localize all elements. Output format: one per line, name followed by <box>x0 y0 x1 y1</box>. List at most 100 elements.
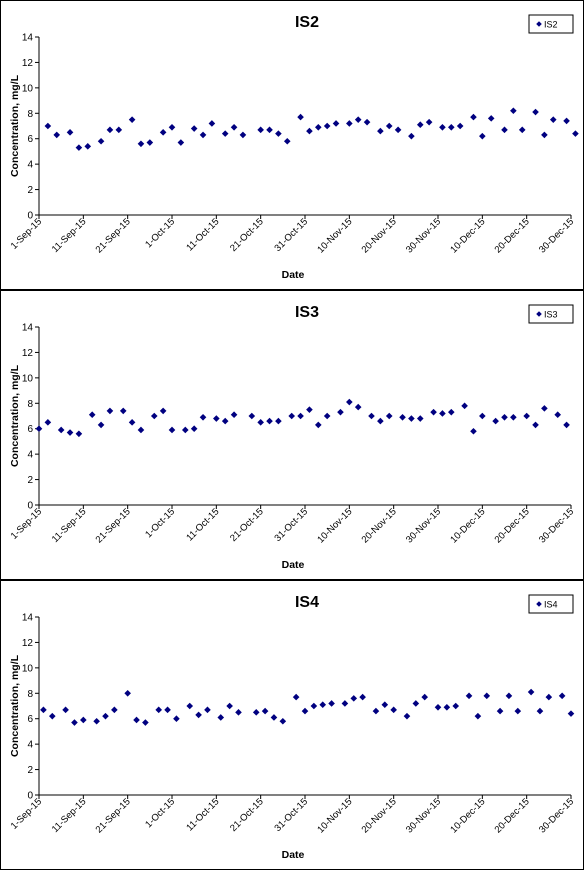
data-point <box>567 710 575 717</box>
data-point <box>137 140 145 148</box>
y-tick-label: 12 <box>22 638 34 649</box>
data-point <box>128 116 136 123</box>
data-point <box>115 126 123 134</box>
data-point <box>270 714 278 721</box>
data-point <box>310 702 318 710</box>
data-point <box>545 693 553 701</box>
data-point <box>341 700 349 707</box>
data-point <box>230 411 238 419</box>
data-point <box>505 692 513 700</box>
x-tick-label: 21-Oct-15 <box>228 216 266 254</box>
data-point <box>554 411 561 419</box>
data-point <box>354 116 362 123</box>
x-tick-label: 30-Nov-15 <box>404 506 443 545</box>
x-axis-title: Date <box>282 559 305 571</box>
data-point <box>53 131 61 139</box>
data-point <box>452 702 460 710</box>
data-point <box>190 425 198 433</box>
x-tick-label: 10-Dec-15 <box>448 506 487 545</box>
data-point <box>155 706 162 714</box>
data-point <box>71 719 78 726</box>
y-tick-label: 10 <box>22 663 34 674</box>
data-point <box>164 706 171 714</box>
y-axis-title: Concentration, mg/L <box>9 654 21 757</box>
x-tick-label: 30-Nov-15 <box>404 796 443 835</box>
data-point <box>381 701 389 709</box>
y-tick-label: 2 <box>27 765 33 776</box>
data-point <box>257 419 264 426</box>
data-point <box>124 689 131 697</box>
data-point <box>221 417 229 425</box>
data-point <box>288 412 295 420</box>
data-point <box>102 712 109 720</box>
y-tick-label: 0 <box>27 791 33 802</box>
data-point <box>319 701 327 709</box>
y-tick-label: 12 <box>22 348 34 359</box>
chart-panel-is2: IS2 0 2 4 6 8 10 12 14 1-Sep-15 11-Sep-15 21-Sep-15… <box>0 0 584 290</box>
data-point <box>510 107 517 115</box>
data-point <box>408 415 415 422</box>
data-point <box>217 714 225 721</box>
y-tick-label: 0 <box>27 501 33 512</box>
data-point <box>416 121 424 129</box>
data-point <box>416 415 424 422</box>
data-point <box>306 406 313 413</box>
data-point <box>501 413 508 421</box>
data-point <box>572 130 579 137</box>
data-point <box>527 688 535 696</box>
data-point <box>337 408 344 416</box>
x-tick-label: 31-Oct-15 <box>272 796 310 834</box>
data-point <box>377 417 384 425</box>
x-tick-label: 20-Nov-15 <box>360 796 399 835</box>
data-point <box>448 408 455 416</box>
data-point <box>235 709 242 716</box>
data-point <box>354 403 362 411</box>
data-point <box>199 131 207 139</box>
x-tick-label: 21-Oct-15 <box>228 796 266 834</box>
data-point <box>88 411 96 419</box>
data-point <box>558 692 566 700</box>
y-tick-label: 2 <box>27 185 33 196</box>
x-tick-label: 21-Sep-15 <box>94 506 133 545</box>
data-point <box>168 123 176 131</box>
data-point <box>541 405 548 412</box>
x-tick-label: 30-Dec-15 <box>537 506 576 545</box>
data-point <box>84 143 92 150</box>
data-point <box>62 706 69 714</box>
data-point <box>532 421 539 429</box>
data-point <box>425 118 433 126</box>
y-tick-label: 4 <box>27 160 33 171</box>
legend-label: IS2 <box>544 20 558 30</box>
x-tick-label: 20-Nov-15 <box>360 216 399 255</box>
data-point <box>40 706 47 714</box>
data-point <box>297 113 304 121</box>
chart-title: IS3 <box>295 304 319 321</box>
y-tick-label: 14 <box>22 323 34 334</box>
data-point <box>292 693 300 701</box>
x-tick-label: 10-Dec-15 <box>448 216 487 255</box>
x-axis-title: Date <box>282 849 305 861</box>
x-tick-label: 20-Nov-15 <box>360 506 399 545</box>
data-point <box>239 131 247 139</box>
x-tick-label: 10-Dec-15 <box>448 796 487 835</box>
data-point <box>385 122 393 130</box>
y-tick-label: 14 <box>22 613 34 624</box>
data-point <box>510 413 517 421</box>
x-tick-label: 20-Dec-15 <box>493 506 532 545</box>
data-point <box>213 415 220 422</box>
chart-svg-is4: IS4 0 2 4 6 8 10 12 14 1-Sep-15 11-Sep-15 21-Sep-15… <box>9 594 576 861</box>
y-tick-label: 4 <box>27 450 33 461</box>
x-tick-label: 1-Sep-15 <box>9 506 44 541</box>
y-tick-label: 8 <box>27 689 33 700</box>
data-point <box>323 122 331 130</box>
data-point <box>159 129 167 136</box>
data-point <box>106 407 114 415</box>
data-point <box>479 412 486 420</box>
data-point <box>119 407 127 415</box>
x-tick-label: 31-Oct-15 <box>272 506 310 544</box>
data-point <box>226 702 233 710</box>
data-point <box>186 702 194 710</box>
data-point <box>323 412 331 420</box>
legend-box <box>528 594 574 614</box>
data-point <box>492 417 499 425</box>
